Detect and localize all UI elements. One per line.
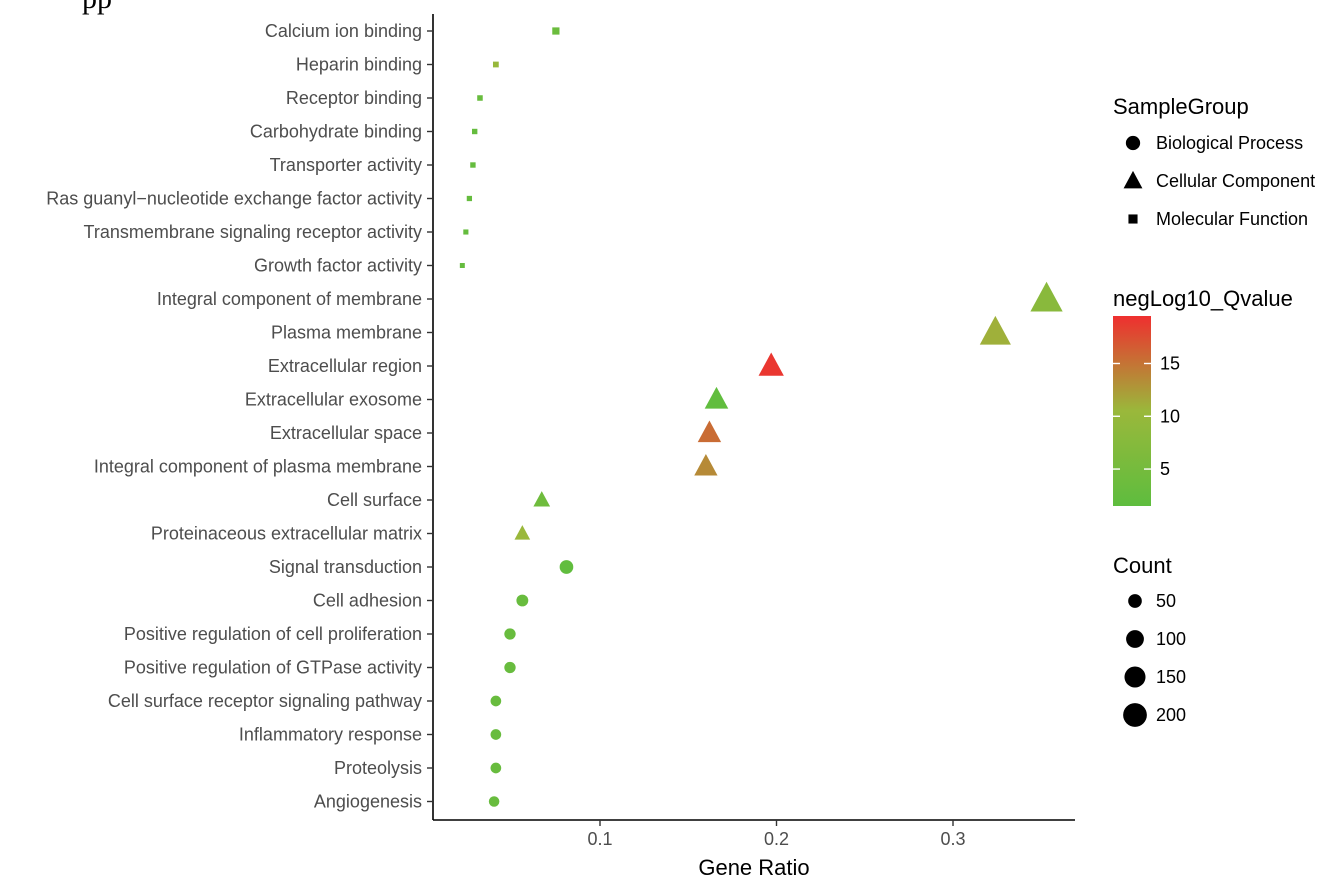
y-tick-label-growth-factor-activity: Growth factor activity: [254, 256, 422, 276]
cropped-header-fragment: pp: [82, 0, 112, 15]
legend-size-label-200: 200: [1156, 705, 1186, 725]
legend-size-label-150: 150: [1156, 667, 1186, 687]
data-points: [459, 27, 1063, 807]
legend-color-title: negLog10_Qvalue: [1113, 286, 1293, 311]
legend-size-key-150: [1124, 666, 1146, 688]
point-growth-factor-activity: [459, 263, 465, 268]
y-tick-label-carbohydrate-binding: Carbohydrate binding: [250, 122, 422, 142]
point-cell-surface: [533, 491, 551, 507]
point-transporter-activity: [470, 162, 476, 168]
point-extracellular-space: [697, 420, 722, 443]
legend-shape-title: SampleGroup: [1113, 94, 1249, 119]
plot-area: Calcium ion binding Heparin binding Recept…: [46, 14, 1075, 849]
colorbar-tick-label-2: 15: [1160, 354, 1180, 374]
y-tick-label-heparin-binding: Heparin binding: [296, 55, 422, 75]
point-proteinaceous-extracellular-matrix: [514, 525, 531, 540]
point-calcium-ion-binding: [552, 27, 560, 35]
legend-shape-items: Biological Process Cellular Component Mole…: [1123, 133, 1315, 229]
y-tick-label-cell-surface: Cell surface: [327, 490, 422, 510]
y-tick-label-receptor-binding: Receptor binding: [286, 88, 422, 108]
legend-size-label-50: 50: [1156, 591, 1176, 611]
point-cell-adhesion: [516, 594, 529, 607]
point-integral-component-of-plasma-membrane: [694, 454, 718, 476]
y-tick-label-transporter-activity: Transporter activity: [270, 155, 422, 175]
point-extracellular-region: [758, 352, 784, 376]
point-transmembrane-signaling-receptor-activity: [463, 229, 469, 235]
point-proteolysis: [490, 762, 502, 774]
point-receptor-binding: [477, 95, 483, 101]
point-cell-surface-receptor-signaling-pathway: [490, 695, 502, 707]
legend-shape-key-biological-process: [1125, 135, 1141, 151]
y-tick-label-extracellular-region: Extracellular region: [268, 356, 422, 376]
y-tick-label-inflammatory-response: Inflammatory response: [239, 725, 422, 745]
point-angiogenesis: [488, 796, 500, 807]
y-tick-label-ras-guanyl-nucleotide-exchange-factor-activity: Ras guanyl−nucleotide exchange factor ac…: [46, 189, 422, 209]
y-tick-label-integral-component-of-plasma-membrane: Integral component of plasma membrane: [94, 457, 422, 477]
y-tick-label-positive-regulation-of-cell-proliferation: Positive regulation of cell proliferatio…: [124, 624, 422, 644]
legend-shape-key-cellular-component: [1123, 170, 1143, 189]
colorbar-tick-label-1: 10: [1160, 406, 1180, 426]
legend-shape-label-cellular-component: Cellular Component: [1156, 171, 1315, 191]
point-carbohydrate-binding: [471, 128, 478, 135]
y-tick-label-extracellular-space: Extracellular space: [270, 423, 422, 443]
legend-size-title: Count: [1113, 553, 1172, 578]
y-tick-label-transmembrane-signaling-receptor-activity: Transmembrane signaling receptor activit…: [84, 222, 422, 242]
point-integral-component-of-membrane: [1030, 281, 1063, 312]
y-tick-label-cell-adhesion: Cell adhesion: [313, 591, 422, 611]
legend-size-key-50: [1128, 594, 1142, 608]
legend-size-items: 50 100 150 200: [1123, 591, 1186, 727]
legend-shape-label-molecular-function: Molecular Function: [1156, 209, 1308, 229]
point-inflammatory-response: [490, 729, 502, 740]
x-tick-label-1: 0.2: [764, 829, 789, 849]
y-tick-label-proteolysis: Proteolysis: [334, 758, 422, 778]
x-axis-title: Gene Ratio: [698, 855, 809, 880]
legend-size-key-100: [1126, 630, 1144, 648]
legend-colorbar: [1113, 316, 1151, 506]
y-tick-label-calcium-ion-binding: Calcium ion binding: [265, 21, 422, 41]
legend-shape-key-molecular-function: [1128, 214, 1138, 224]
y-tick-label-signal-transduction: Signal transduction: [269, 557, 422, 577]
x-tick-label-2: 0.3: [940, 829, 965, 849]
point-signal-transduction: [559, 560, 574, 574]
legend-size-key-200: [1123, 703, 1147, 727]
y-tick-label-integral-component-of-membrane: Integral component of membrane: [157, 289, 422, 309]
y-tick-label-positive-regulation-of-gtpase-activity: Positive regulation of GTPase activity: [124, 658, 422, 678]
legend-shape-label-biological-process: Biological Process: [1156, 133, 1303, 153]
y-tick-label-plasma-membrane: Plasma membrane: [271, 323, 422, 343]
legend: SampleGroup Biological Process Cellular C…: [1113, 94, 1315, 727]
point-extracellular-exosome: [704, 386, 729, 409]
point-ras-guanyl-nucleotide-exchange-factor-activity: [466, 195, 473, 202]
y-tick-label-proteinaceous-extracellular-matrix: Proteinaceous extracellular matrix: [151, 524, 422, 544]
legend-colorbar-ticks: 5 10 15: [1113, 354, 1180, 479]
y-tick-label-extracellular-exosome: Extracellular exosome: [245, 390, 422, 410]
point-positive-regulation-of-cell-proliferation: [504, 628, 516, 640]
point-heparin-binding: [492, 61, 499, 68]
y-tick-label-angiogenesis: Angiogenesis: [314, 792, 422, 812]
legend-size-label-100: 100: [1156, 629, 1186, 649]
colorbar-tick-label-0: 5: [1160, 459, 1170, 479]
point-plasma-membrane: [979, 315, 1011, 345]
x-axis-ticks: 0.1 0.2 0.3: [587, 820, 966, 849]
y-tick-label-cell-surface-receptor-signaling-pathway: Cell surface receptor signaling pathway: [108, 691, 422, 711]
point-positive-regulation-of-gtpase-activity: [504, 661, 516, 674]
y-axis-ticks: Calcium ion binding Heparin binding Recept…: [46, 21, 433, 812]
x-tick-label-0: 0.1: [587, 829, 612, 849]
